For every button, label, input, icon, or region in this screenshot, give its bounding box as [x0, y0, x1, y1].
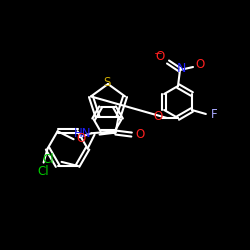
Text: O: O — [76, 132, 85, 145]
Text: Cl: Cl — [38, 165, 50, 178]
Text: HN: HN — [74, 127, 92, 140]
Text: O: O — [135, 128, 144, 141]
Text: O: O — [154, 110, 162, 124]
Text: N: N — [176, 62, 186, 76]
Text: S: S — [103, 76, 111, 88]
Text: Cl: Cl — [42, 154, 54, 166]
Text: O: O — [156, 50, 165, 64]
Text: F: F — [210, 108, 217, 120]
Text: −: − — [154, 49, 162, 59]
Text: O: O — [196, 58, 204, 71]
